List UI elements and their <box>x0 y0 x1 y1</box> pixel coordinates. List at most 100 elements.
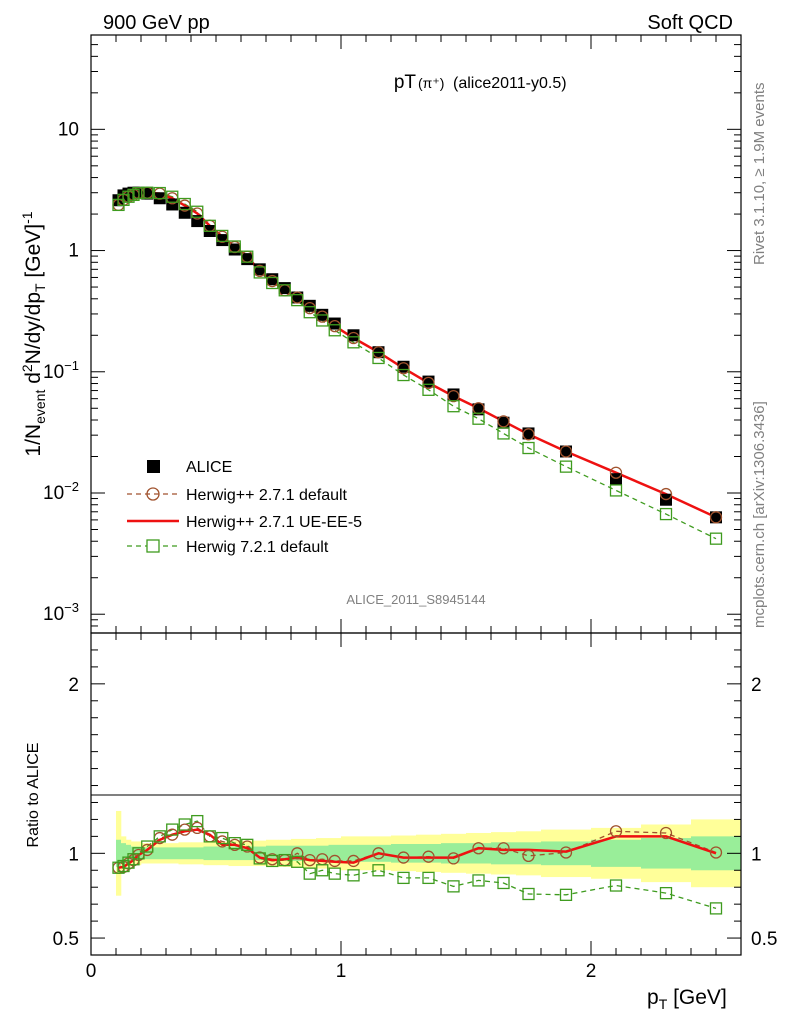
ratio-point-herwig7 <box>559 888 573 901</box>
data-point-herwig7 <box>497 427 510 440</box>
legend-label-herwigpp-ueee5: Herwig++ 2.7.1 UE-EE-5 <box>186 514 362 531</box>
ratio-line-herwig7 <box>118 820 717 910</box>
ratio-ylabel: Ratio to ALICE <box>25 743 42 848</box>
ratio-point-herwig7 <box>447 880 460 893</box>
data-point-herwigpp-default <box>709 511 723 524</box>
data-point-herwigpp-default <box>422 376 435 390</box>
y-tick-label-main: 10−2 <box>43 479 79 504</box>
data-point-herwig7 <box>709 532 723 545</box>
legend-label-alice: ALICE <box>186 459 232 476</box>
ratio-band-stat <box>116 839 122 867</box>
ratio-point-herwig7 <box>609 879 623 892</box>
ratio-band-stat <box>203 846 217 861</box>
side-label-bottom: mcplots.cern.ch [arXiv:1306.3436] <box>751 401 768 628</box>
ratio-point-herwigpp-default <box>347 854 360 868</box>
ratio-point-herwig7 <box>372 864 385 877</box>
main-ylabel: 1/Nevent d2N/dy/dpT [GeV]-1 <box>19 211 48 456</box>
legend-label-herwig7: Herwig 7.2.1 default <box>186 539 329 556</box>
main-axes: 10 1 10−1 10−2 10−3 <box>43 34 742 634</box>
ratio-point-herwigpp-default <box>709 846 723 859</box>
data-point-herwig7 <box>166 190 179 203</box>
data-point-herwig7 <box>141 186 154 199</box>
data-point-herwig7 <box>216 229 229 243</box>
legend: ALICE Herwig++ 2.7.1 default Herwig++ 2.… <box>127 459 362 556</box>
ratio-point-herwig7 <box>497 876 510 890</box>
legend-marker-herwigpp-default <box>146 487 160 501</box>
ratio-point-herwig7 <box>659 886 673 900</box>
ratio-point-herwigpp-default <box>328 854 341 868</box>
ratio-point-herwig7 <box>397 871 410 885</box>
data-point-herwig7 <box>266 276 279 290</box>
data-point-herwig7 <box>422 383 435 396</box>
x-tick-label: 1 <box>336 961 347 982</box>
data-point-herwig7 <box>472 412 485 425</box>
data-point-herwig7 <box>153 186 166 200</box>
ratio-band-stat <box>216 846 229 861</box>
ratio-point-herwig7 <box>153 830 166 843</box>
data-point-herwig7 <box>372 351 385 365</box>
data-point-herwig7 <box>659 507 673 521</box>
main-panel: 10 1 10−1 10−2 10−3 pT (π⁺) (alice2011-y0.5)… <box>19 34 742 634</box>
y-tick-label-ratio-right: 2 <box>751 675 762 696</box>
ratio-point-herwig7 <box>191 814 204 828</box>
data-point-alice <box>610 473 622 486</box>
ratio-point-herwigpp-default <box>291 847 304 860</box>
data-point-alice <box>303 299 316 312</box>
ratio-band-stat <box>341 844 367 862</box>
legend-label-herwigpp-default: Herwig++ 2.7.1 default <box>186 487 348 504</box>
ratio-band-stat <box>178 847 192 860</box>
data-point-herwig7 <box>191 205 204 218</box>
side-label-top: Rivet 3.1.10, ≥ 1.9M events <box>751 83 768 266</box>
ratio-point-herwig7 <box>709 902 723 915</box>
data-point-herwig7 <box>328 324 341 337</box>
data-point-alice <box>710 511 722 524</box>
ratio-band-stat <box>516 842 542 865</box>
ratio-point-herwig7 <box>328 867 341 880</box>
plot-title-tail: (alice2011-y0.5) <box>453 75 567 92</box>
ratio-point-herwigpp-default <box>559 846 573 859</box>
ratio-bands <box>116 810 742 896</box>
ratio-point-herwigpp-default <box>522 849 535 863</box>
ratio-point-herwig7 <box>522 887 535 901</box>
watermark: ALICE_2011_S8945144 <box>346 592 485 607</box>
ratio-point-herwig7 <box>132 847 145 860</box>
ratio-point-herwig7 <box>472 874 485 887</box>
data-point-herwig7 <box>132 186 145 200</box>
data-point-herwig7 <box>559 460 573 473</box>
ratio-point-herwig7 <box>178 818 191 831</box>
header-left: 900 GeV pp <box>103 12 210 34</box>
ratio-point-herwigpp-default <box>191 821 204 835</box>
ratio-band-stat <box>591 839 642 867</box>
ratio-axes: 2 2 1 1 0.5 0.5 0 1 2 <box>53 632 777 982</box>
data-point-herwig7 <box>303 306 316 319</box>
x-tick-label: 0 <box>86 961 97 982</box>
ratio-band-stat <box>303 845 317 861</box>
ratio-point-herwigpp-default <box>372 847 385 860</box>
data-point-herwigpp-default <box>609 466 623 479</box>
data-point-herwig7 <box>447 400 460 413</box>
y-tick-label-main: 1 <box>68 241 79 262</box>
ratio-point-herwig7 <box>241 838 254 851</box>
data-point-herwig7 <box>291 293 304 307</box>
x-axis-label: pT [GeV] <box>647 986 727 1012</box>
ratio-point-herwig7 <box>228 836 241 850</box>
y-tick-label-ratio-right: 1 <box>751 844 762 865</box>
ratio-band-stat <box>278 845 292 861</box>
ratio-point-herwig7 <box>266 854 279 868</box>
data-point-herwig7 <box>347 336 360 349</box>
ratio-band-stat <box>121 843 127 864</box>
data-point-herwig7 <box>178 197 191 211</box>
ratio-point-herwigpp-default <box>422 850 435 863</box>
ratio-point-herwigpp-default <box>472 842 485 855</box>
data-point-herwig7 <box>253 266 266 279</box>
data-point-alice <box>216 234 229 247</box>
data-point-herwig7 <box>609 484 623 497</box>
ratio-point-herwigpp-default <box>447 852 460 865</box>
ratio-point-herwig7 <box>253 852 266 865</box>
y-tick-label-ratio-left: 2 <box>68 675 79 696</box>
ratio-band-stat <box>328 844 342 862</box>
main-series-layer <box>112 186 723 545</box>
ratio-band-stat <box>416 843 442 863</box>
header-right: Soft QCD <box>647 12 733 34</box>
